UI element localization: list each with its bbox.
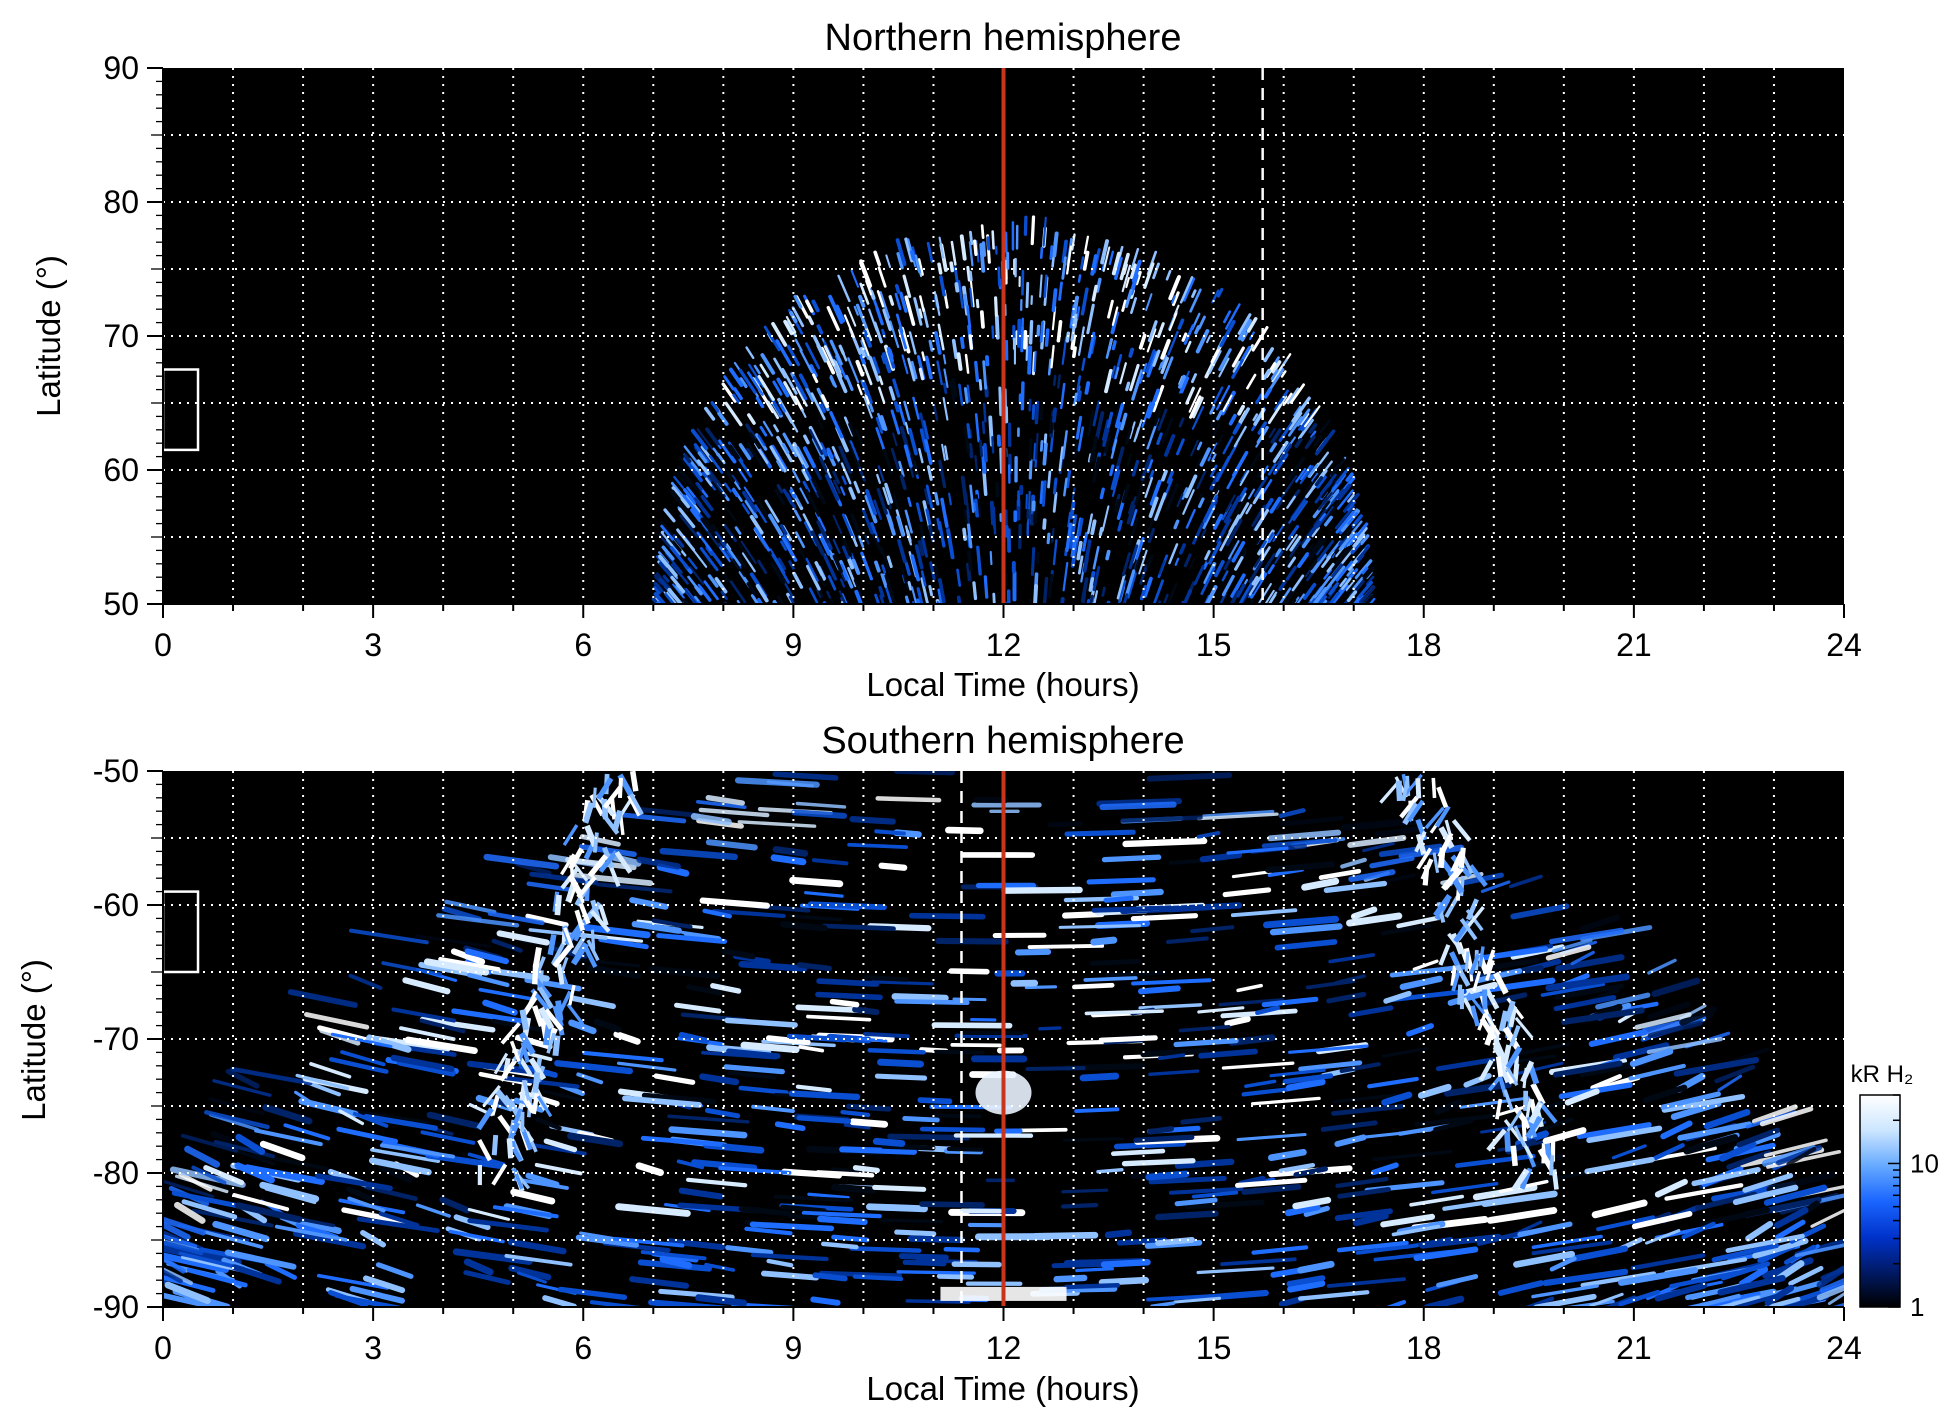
y-tick-label: 90 xyxy=(103,50,139,86)
south-emission xyxy=(163,771,1844,1307)
south-axes: 0 3 6 9 12 15 18 21 24 -50 -60 -70 -80 -90 xyxy=(93,753,1862,1366)
y-tick-label: 70 xyxy=(103,318,139,354)
colorbar-ticks: 1 10 xyxy=(1888,1094,1939,1322)
south-y-axis-label: Latitude (°) xyxy=(15,959,52,1121)
north-x-axis-label: Local Time (hours) xyxy=(866,666,1139,703)
x-tick-label: 18 xyxy=(1406,1330,1442,1366)
x-tick-label: 18 xyxy=(1406,627,1442,663)
colorbar-scale xyxy=(1859,1094,1901,1308)
south-x-axis-label: Local Time (hours) xyxy=(866,1370,1139,1407)
x-tick-label: 6 xyxy=(574,627,592,663)
y-tick-label: -50 xyxy=(93,753,139,789)
north-reference-lines xyxy=(1001,68,1264,604)
x-tick-label: 3 xyxy=(364,1330,382,1366)
south-panel: Southern hemisphere 0 3 6 9 12 15 18 21 24 -50 -60… xyxy=(15,720,1862,1407)
x-tick-label: 24 xyxy=(1826,627,1862,663)
x-tick-label: 15 xyxy=(1196,627,1232,663)
x-tick-label: 0 xyxy=(154,627,172,663)
north-y-axis-label: Latitude (°) xyxy=(30,255,67,417)
south-title: Southern hemisphere xyxy=(821,720,1184,762)
x-tick-label: 9 xyxy=(784,627,802,663)
y-tick-label: -60 xyxy=(93,887,139,923)
x-tick-label: 21 xyxy=(1616,1330,1652,1366)
colorbar: kR H₂ 1 10 xyxy=(1851,1061,1939,1322)
x-tick-label: 0 xyxy=(154,1330,172,1366)
x-tick-label: 15 xyxy=(1196,1330,1232,1366)
y-tick-label: 60 xyxy=(103,452,139,488)
x-tick-label: 21 xyxy=(1616,627,1652,663)
y-tick-label: 80 xyxy=(103,184,139,220)
colorbar-tick-label: 1 xyxy=(1910,1292,1924,1322)
colorbar-tick-label: 10 xyxy=(1910,1148,1939,1178)
north-emission xyxy=(651,215,1376,604)
x-tick-label: 6 xyxy=(574,1330,592,1366)
north-panel: Northern hemisphere 0 3 6 9 12 15 18 21 24 50 60 70… xyxy=(30,17,1862,703)
colorbar-label: kR H₂ xyxy=(1851,1061,1914,1088)
y-tick-label: -70 xyxy=(93,1021,139,1057)
x-tick-label: 9 xyxy=(784,1330,802,1366)
x-tick-label: 24 xyxy=(1826,1330,1862,1366)
y-tick-label: -80 xyxy=(93,1155,139,1191)
north-title: Northern hemisphere xyxy=(825,17,1182,59)
y-tick-label: 50 xyxy=(103,586,139,622)
y-tick-label: -90 xyxy=(93,1289,139,1325)
x-tick-label: 12 xyxy=(986,627,1022,663)
south-reference-lines xyxy=(960,771,1006,1307)
x-tick-label: 3 xyxy=(364,627,382,663)
north-axes: 0 3 6 9 12 15 18 21 24 50 60 70 80 90 xyxy=(103,50,1861,663)
x-tick-label: 12 xyxy=(986,1330,1022,1366)
